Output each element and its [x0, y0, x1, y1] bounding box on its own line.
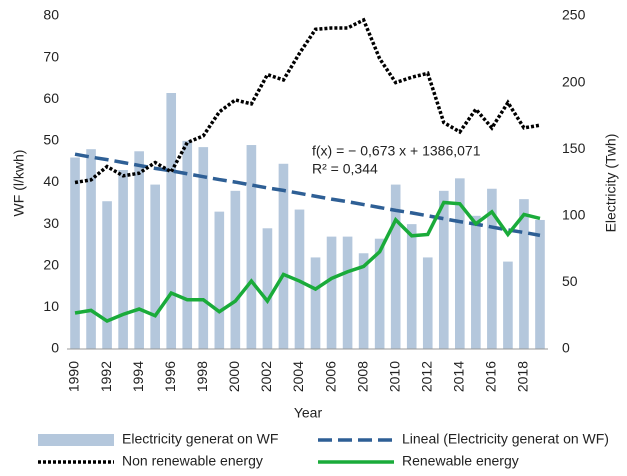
bar — [471, 215, 481, 349]
bar — [166, 93, 177, 349]
x-tick-label: 1992 — [98, 361, 114, 392]
legend-label: Renewable energy — [402, 453, 519, 469]
bar — [134, 151, 144, 349]
bar — [487, 188, 497, 349]
annotation: f(x) = − 0,673 x + 1386,071 — [312, 143, 481, 159]
x-tick-label: 1994 — [130, 361, 146, 392]
bar — [230, 190, 241, 349]
x-tick-label: 1996 — [162, 361, 178, 392]
x-tick-label: 2016 — [483, 361, 499, 392]
x-tick-label: 2012 — [418, 361, 434, 392]
legend-label: Electricity generat on WF — [122, 431, 278, 447]
bar — [438, 190, 449, 349]
bar — [406, 224, 417, 349]
y2-tick-label: 50 — [562, 273, 578, 289]
bar — [374, 238, 385, 349]
y-tick-label: 60 — [43, 90, 59, 106]
bar — [150, 184, 160, 349]
x-tick-label: 2000 — [226, 361, 242, 392]
bar — [278, 163, 289, 349]
y2-tick-label: 100 — [562, 207, 586, 223]
bar — [326, 236, 337, 349]
y2-axis-title: Electricity (Twh) — [603, 134, 619, 233]
y-tick-label: 70 — [43, 48, 59, 64]
bar — [262, 228, 273, 349]
y-tick-label: 0 — [51, 340, 59, 356]
bar — [358, 253, 369, 349]
x-tick-label: 2018 — [515, 361, 531, 392]
bar — [118, 170, 128, 349]
annotation: R² = 0,344 — [312, 161, 378, 177]
y-tick-label: 30 — [43, 215, 59, 231]
y-tick-label: 40 — [43, 173, 59, 189]
bar — [535, 219, 545, 349]
y2-tick-label: 200 — [562, 73, 586, 89]
bar — [70, 157, 80, 349]
bar — [86, 149, 96, 349]
x-tick-label: 2014 — [451, 361, 467, 392]
y-axis-title: WF (l/kwh) — [11, 150, 27, 217]
y2-tick-label: 150 — [562, 140, 586, 156]
bar — [198, 147, 209, 349]
legend-label: Lineal (Electricity generat on WF) — [402, 431, 609, 447]
x-tick-label: 2002 — [258, 361, 274, 392]
x-tick-label: 1990 — [66, 361, 82, 392]
bar — [310, 257, 321, 349]
bar — [390, 184, 401, 349]
line-series — [74, 17, 541, 185]
y2-tick-label: 0 — [562, 340, 570, 356]
y-tick-label: 50 — [43, 132, 59, 148]
bar — [102, 201, 112, 349]
y2-tick-label: 250 — [562, 7, 586, 23]
x-tick-label: 1998 — [194, 361, 210, 392]
line-series — [74, 152, 541, 238]
y-tick-label: 80 — [43, 7, 59, 23]
bar — [182, 140, 193, 349]
bar — [503, 261, 513, 349]
x-tick-label: 2010 — [386, 361, 402, 392]
x-axis-title: Year — [294, 405, 323, 421]
bar — [519, 199, 529, 349]
y-tick-label: 10 — [43, 298, 59, 314]
x-tick-label: 2008 — [354, 361, 370, 392]
legend-swatch — [38, 434, 114, 446]
x-tick-label: 2004 — [290, 361, 306, 392]
bar — [455, 178, 465, 349]
y-tick-label: 20 — [43, 256, 59, 272]
line-series — [74, 200, 541, 324]
x-tick-label: 2006 — [322, 361, 338, 392]
bar — [342, 236, 353, 349]
bar — [214, 211, 225, 349]
bar — [422, 257, 433, 349]
legend-label: Non renewable energy — [122, 453, 263, 469]
bar — [246, 145, 257, 349]
